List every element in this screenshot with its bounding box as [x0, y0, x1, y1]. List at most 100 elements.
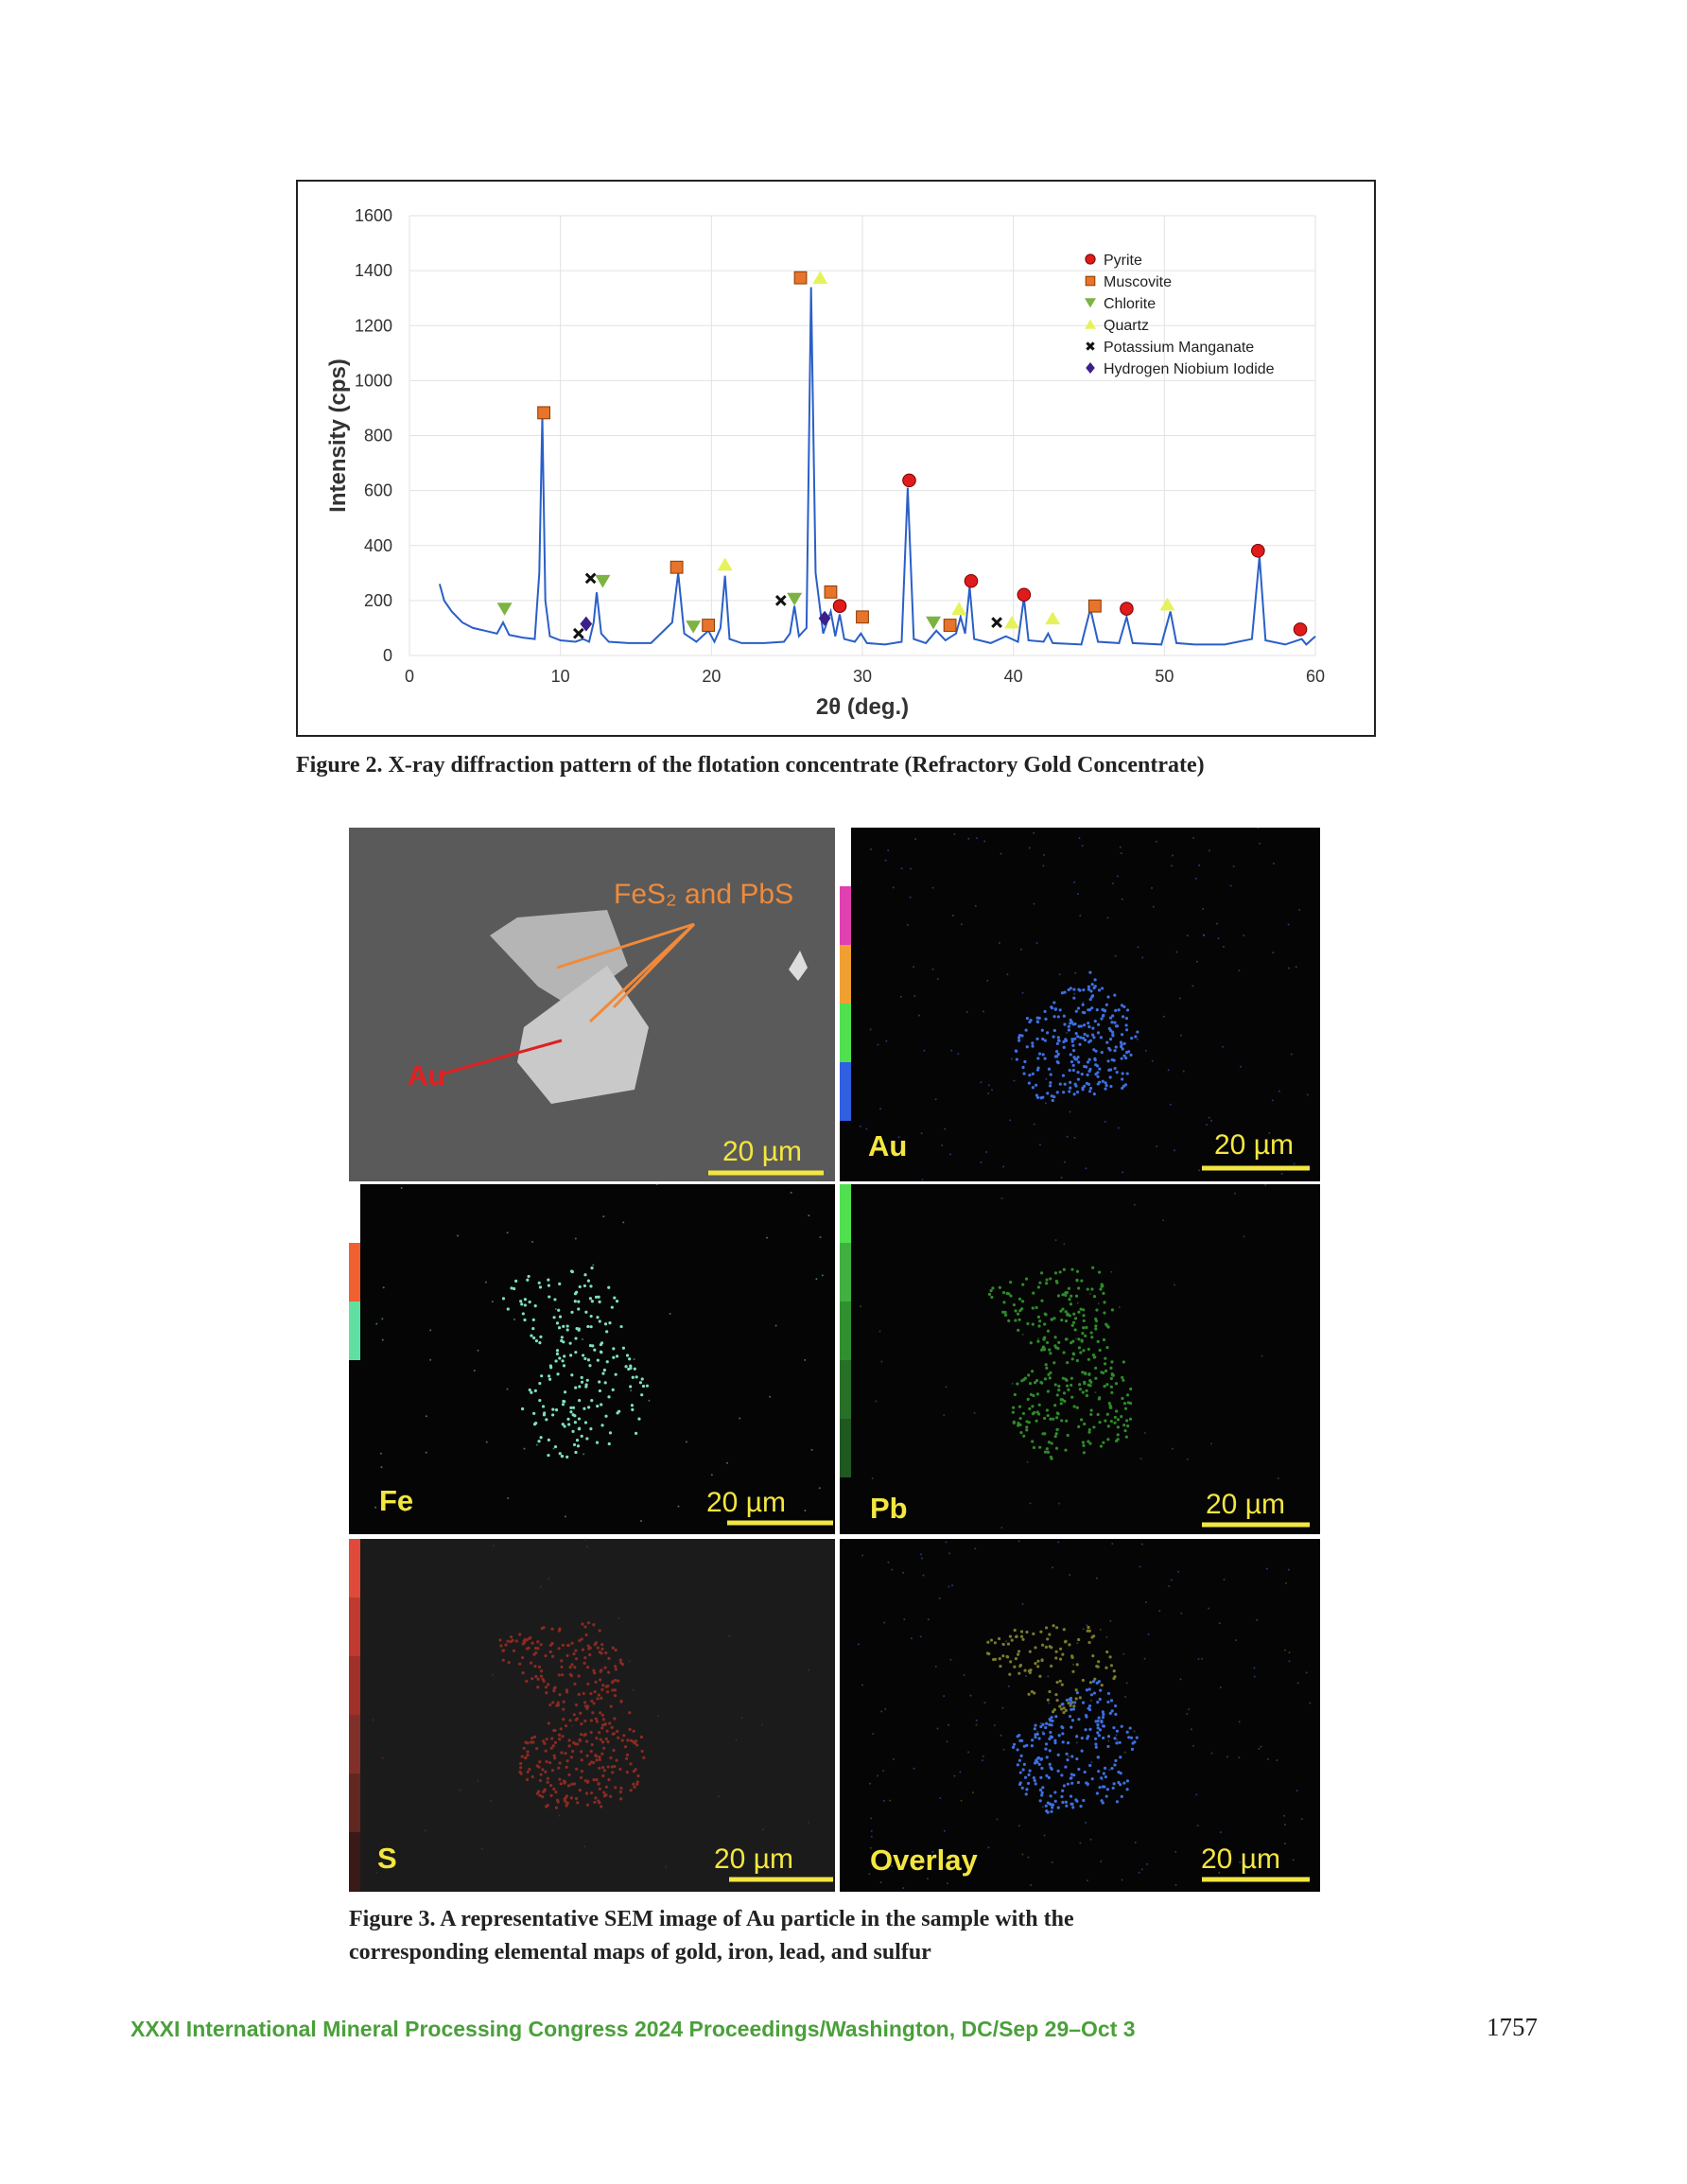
map-dot [1105, 1635, 1108, 1638]
color-bar [840, 886, 851, 945]
color-bar [840, 1243, 851, 1302]
map-dot [980, 1161, 983, 1163]
map-dot [1134, 1035, 1138, 1039]
map-dot [567, 1773, 571, 1776]
map-dot [1075, 1091, 1080, 1094]
map-dot [1116, 1738, 1119, 1741]
map-dot [523, 1298, 528, 1302]
map-dot [1073, 1037, 1077, 1040]
map-dot [498, 1638, 502, 1642]
map-dot [917, 1014, 920, 1017]
figure-caption: Figure 3. A representative SEM image of … [349, 1907, 1074, 1931]
map-dot [887, 848, 890, 851]
map-dot [1069, 1080, 1072, 1084]
map-dot [1123, 1083, 1128, 1087]
map-dot [600, 1805, 603, 1808]
map-dot [574, 1351, 578, 1354]
map-dot [1085, 1688, 1089, 1692]
map-dot [1089, 1380, 1093, 1384]
map-dot [1120, 1042, 1123, 1047]
map-dot [1038, 1674, 1042, 1678]
map-dot [537, 1790, 541, 1793]
map-dot [534, 1674, 538, 1679]
map-dot [1090, 1287, 1094, 1291]
map-dot [1044, 1102, 1047, 1105]
map-dot [815, 1278, 818, 1281]
map-dot [1069, 1794, 1073, 1798]
map-dot [1104, 1356, 1107, 1360]
sem-panel [349, 1184, 835, 1534]
map-dot [1041, 1053, 1045, 1057]
map-dot [1082, 1326, 1086, 1330]
map-dot [1046, 1637, 1050, 1641]
map-dot [584, 1310, 588, 1314]
map-dot [1034, 1646, 1037, 1650]
map-dot [1121, 1878, 1123, 1881]
map-dot [1081, 1036, 1086, 1040]
map-dot [614, 1786, 617, 1790]
legend-label: Pyrite [1104, 253, 1142, 269]
map-dot [1087, 1069, 1091, 1074]
map-dot [1037, 1052, 1042, 1056]
map-dot [1114, 1758, 1118, 1763]
legend-marker [1085, 275, 1096, 287]
map-dot [1089, 1699, 1092, 1702]
map-dot [569, 1756, 574, 1759]
map-dot [490, 1800, 493, 1803]
map-dot [639, 1735, 644, 1738]
map-dot [549, 1366, 553, 1370]
map-dot [891, 1864, 894, 1867]
map-dot [1068, 1090, 1071, 1093]
map-dot [1111, 882, 1114, 885]
mineral-marker [832, 599, 847, 613]
map-dot [545, 1691, 548, 1695]
map-dot [1104, 1003, 1108, 1006]
map-dot [372, 1719, 374, 1721]
map-dot [861, 1554, 864, 1557]
map-dot [983, 1702, 986, 1704]
map-dot [583, 1661, 586, 1665]
map-dot [1055, 1680, 1059, 1685]
map-dot [1036, 1412, 1041, 1416]
map-dot [1103, 1008, 1107, 1012]
map-dot [941, 1144, 944, 1146]
map-dot [1117, 1780, 1121, 1785]
map-dot [1051, 1719, 1054, 1722]
map-dot [1035, 1758, 1038, 1762]
map-dot [1107, 1413, 1110, 1416]
map-dot [1082, 1023, 1087, 1027]
map-dot [1140, 1543, 1143, 1546]
map-dot [1069, 1086, 1072, 1090]
map-dot [1108, 1037, 1113, 1041]
map-dot [1013, 1665, 1017, 1669]
map-dot [1122, 1171, 1124, 1174]
map-dot [1082, 1001, 1085, 1004]
map-dot [557, 1308, 561, 1312]
map-dot [587, 1762, 592, 1766]
map-dot [943, 1695, 946, 1698]
map-dot [1296, 1682, 1299, 1685]
map-dot [1125, 1730, 1129, 1734]
map-dot [1043, 1322, 1047, 1326]
map-dot [1034, 1735, 1037, 1739]
map-dot [1031, 1044, 1035, 1048]
map-dot [545, 1418, 548, 1422]
map-dot [1024, 1028, 1028, 1032]
map-dot [1007, 1319, 1011, 1322]
map-dot [538, 1793, 542, 1797]
map-dot [1122, 1360, 1125, 1364]
map-dot [589, 1719, 593, 1722]
map-dot [578, 1638, 582, 1643]
map-dot [1072, 1663, 1075, 1666]
map-dot [1088, 1681, 1093, 1685]
map-dot [569, 1269, 574, 1273]
map-dot [939, 1796, 942, 1799]
map-dot [1009, 1281, 1013, 1284]
map-dot [967, 837, 970, 840]
map-dot [1119, 1040, 1123, 1044]
map-dot [1111, 1543, 1114, 1546]
map-dot [588, 1364, 592, 1368]
map-dot [1120, 852, 1122, 855]
map-dot [1293, 1162, 1296, 1165]
